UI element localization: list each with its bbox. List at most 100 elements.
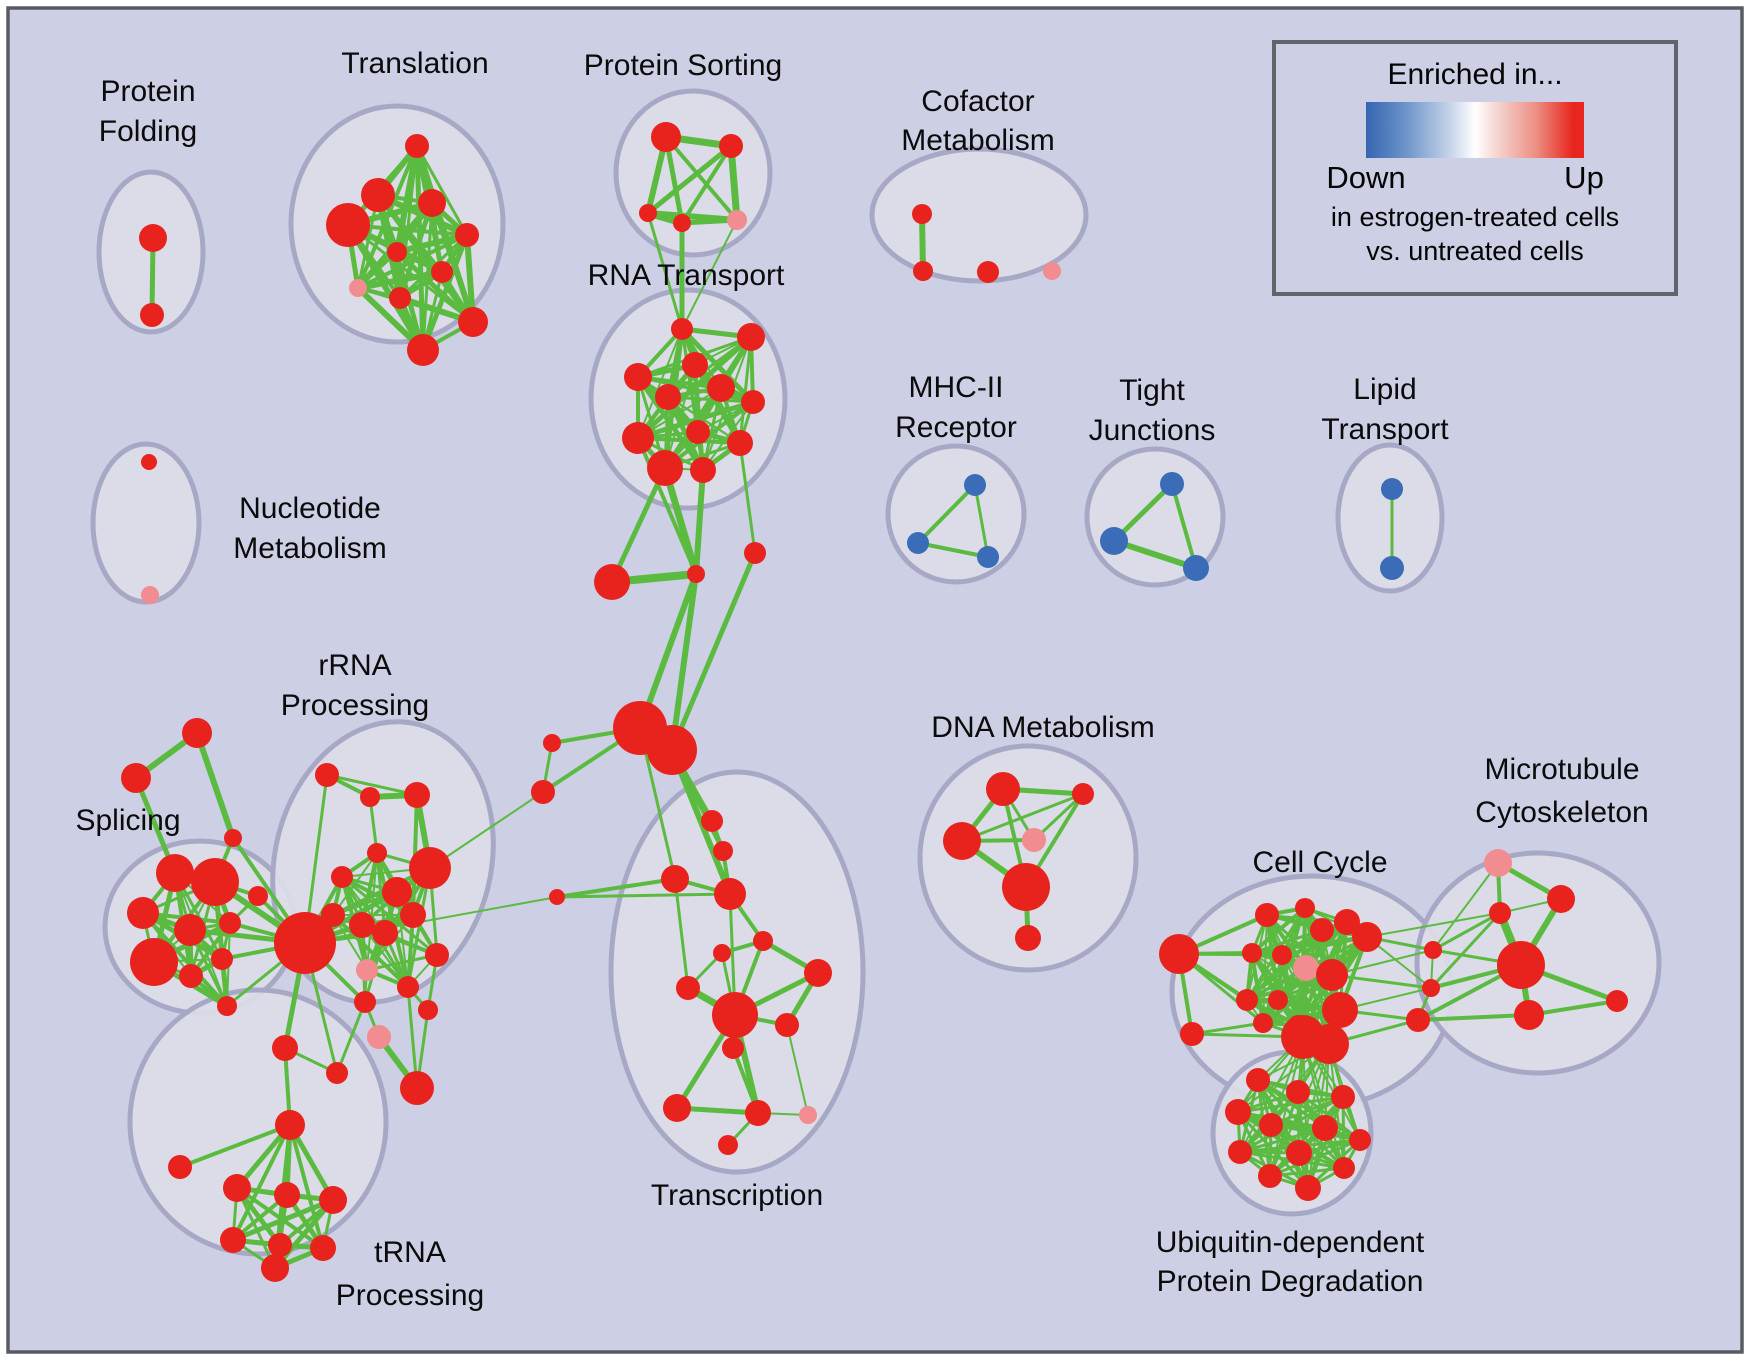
translation-node-8[interactable] (389, 287, 411, 309)
cell-cycle-node-11[interactable] (1236, 989, 1258, 1011)
bridge-node-7[interactable] (549, 889, 565, 905)
rna-transport-node-11[interactable] (690, 457, 716, 483)
rna-transport-node-3[interactable] (682, 352, 708, 378)
tight-node-2[interactable] (1183, 555, 1209, 581)
lipid-node-1[interactable] (1380, 556, 1404, 580)
transcription-node-0[interactable] (701, 810, 723, 832)
bridge-node-4[interactable] (647, 725, 697, 775)
ubiquitin-node-11[interactable] (1295, 1175, 1321, 1201)
transcription-node-11[interactable] (663, 1094, 691, 1122)
microtubule-node-3[interactable] (1497, 941, 1545, 989)
rna-transport-node-9[interactable] (647, 450, 683, 486)
cell-cycle-node-12[interactable] (1268, 990, 1288, 1010)
splicing-node-1[interactable] (191, 858, 239, 906)
cell-cycle-node-6[interactable] (1352, 922, 1382, 952)
protein-sorting-node-3[interactable] (673, 214, 691, 232)
mhc-node-1[interactable] (907, 532, 929, 554)
cell-cycle-node-0[interactable] (1159, 934, 1199, 974)
translation-node-4[interactable] (455, 223, 479, 247)
splicing-node-6[interactable] (179, 964, 203, 988)
rna-transport-node-7[interactable] (686, 420, 710, 444)
cell-cycle-node-8[interactable] (1272, 945, 1292, 965)
translation-node-5[interactable] (387, 242, 407, 262)
cell-cycle-node-4[interactable] (1310, 918, 1334, 942)
trna-node-8[interactable] (261, 1254, 289, 1282)
tight-node-0[interactable] (1160, 472, 1184, 496)
rna-transport-node-1[interactable] (737, 323, 765, 351)
ubiquitin-node-6[interactable] (1349, 1129, 1371, 1151)
microtubule-node-6[interactable] (1406, 1008, 1430, 1032)
rrna-node-7[interactable] (321, 903, 345, 927)
microtubule-node-5[interactable] (1422, 979, 1440, 997)
transcription-node-10[interactable] (722, 1037, 744, 1059)
rna-transport-node-6[interactable] (655, 384, 681, 410)
translation-node-10[interactable] (407, 334, 439, 366)
splicing-node-2[interactable] (127, 897, 159, 929)
protein-folding-node-1[interactable] (140, 303, 164, 327)
cofactor-node-3[interactable] (1043, 262, 1061, 280)
ubiquitin-node-0[interactable] (1246, 1068, 1270, 1092)
ubiquitin-node-7[interactable] (1228, 1140, 1252, 1164)
bridge-node-5[interactable] (543, 734, 561, 752)
protein-sorting-node-0[interactable] (651, 122, 681, 152)
ubiquitin-node-10[interactable] (1258, 1164, 1282, 1188)
microtubule-node-4[interactable] (1424, 941, 1442, 959)
dna-node-5[interactable] (1015, 925, 1041, 951)
cofactor-node-0[interactable] (912, 204, 932, 224)
trna-node-4[interactable] (319, 1186, 347, 1214)
rrna-node-5[interactable] (382, 877, 412, 907)
bridge-node-0[interactable] (687, 565, 705, 583)
splicing-node-3[interactable] (174, 914, 206, 946)
protein-sorting-node-4[interactable] (727, 210, 747, 230)
trna-node-5[interactable] (220, 1227, 246, 1253)
microtubule-node-1[interactable] (1547, 885, 1575, 913)
microtubule-node-0[interactable] (1484, 849, 1512, 877)
rrna-node-6[interactable] (409, 847, 451, 889)
trna-node-9[interactable] (272, 1035, 298, 1061)
tri-node-0[interactable] (182, 718, 212, 748)
rrna-node-9[interactable] (372, 920, 398, 946)
cell-cycle-node-17[interactable] (1309, 1024, 1349, 1064)
transcription-node-13[interactable] (799, 1106, 817, 1124)
mhc-node-0[interactable] (964, 474, 986, 496)
rrna-node-2[interactable] (404, 782, 430, 808)
dna-node-3[interactable] (1022, 828, 1046, 852)
splicing-node-0[interactable] (156, 854, 194, 892)
ubiquitin-node-5[interactable] (1312, 1115, 1338, 1141)
translation-node-2[interactable] (418, 189, 446, 217)
translation-node-3[interactable] (326, 203, 370, 247)
transcription-node-12[interactable] (745, 1100, 771, 1126)
cofactor-node-2[interactable] (977, 261, 999, 283)
ubiquitin-node-1[interactable] (1286, 1080, 1310, 1104)
rna-transport-node-0[interactable] (671, 318, 693, 340)
rna-transport-node-2[interactable] (624, 363, 652, 391)
nucleotide-node-1[interactable] (141, 586, 159, 604)
cell-cycle-node-10[interactable] (1316, 959, 1348, 991)
translation-node-9[interactable] (458, 307, 488, 337)
transcription-node-5[interactable] (713, 944, 731, 962)
protein-sorting-node-2[interactable] (639, 204, 657, 222)
rrna-node-16[interactable] (274, 912, 336, 974)
trna-node-2[interactable] (223, 1174, 251, 1202)
transcription-node-1[interactable] (713, 841, 733, 861)
cell-cycle-node-7[interactable] (1242, 943, 1262, 963)
cofactor-node-1[interactable] (913, 261, 933, 281)
cell-cycle-node-14[interactable] (1253, 1013, 1273, 1033)
rrna-node-12[interactable] (354, 991, 376, 1013)
mhc-node-2[interactable] (977, 546, 999, 568)
rrna-node-8[interactable] (349, 912, 375, 938)
cell-cycle-node-1[interactable] (1180, 1022, 1204, 1046)
tri-node-2[interactable] (224, 829, 242, 847)
rrna-node-19[interactable] (400, 1071, 434, 1105)
trna-node-0[interactable] (275, 1110, 305, 1140)
splicing-node-9[interactable] (248, 886, 268, 906)
ubiquitin-node-4[interactable] (1259, 1113, 1283, 1137)
splicing-node-7[interactable] (211, 948, 233, 970)
nucleotide-node-0[interactable] (141, 454, 157, 470)
transcription-node-14[interactable] (718, 1135, 738, 1155)
trna-node-3[interactable] (274, 1182, 300, 1208)
cell-cycle-node-5[interactable] (1334, 909, 1360, 935)
protein-sorting-node-1[interactable] (719, 134, 743, 158)
cell-cycle-node-13[interactable] (1322, 992, 1358, 1028)
rrna-node-14[interactable] (397, 976, 419, 998)
